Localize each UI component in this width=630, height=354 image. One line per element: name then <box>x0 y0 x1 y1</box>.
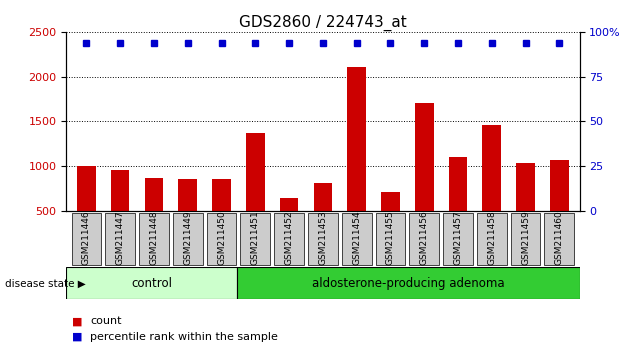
Text: GSM211447: GSM211447 <box>116 211 125 265</box>
Bar <box>280 198 299 211</box>
Bar <box>145 178 163 211</box>
FancyBboxPatch shape <box>375 213 405 265</box>
FancyBboxPatch shape <box>544 213 574 265</box>
FancyBboxPatch shape <box>443 213 473 265</box>
FancyBboxPatch shape <box>72 213 101 265</box>
FancyBboxPatch shape <box>207 213 236 265</box>
Text: GSM211457: GSM211457 <box>454 210 462 265</box>
Bar <box>178 179 197 211</box>
Bar <box>381 192 399 211</box>
Text: GSM211456: GSM211456 <box>420 210 428 265</box>
FancyBboxPatch shape <box>238 267 580 299</box>
Bar <box>483 125 501 211</box>
FancyBboxPatch shape <box>66 267 238 299</box>
Text: GSM211455: GSM211455 <box>386 210 395 265</box>
Bar <box>449 157 467 211</box>
Text: GSM211452: GSM211452 <box>285 211 294 265</box>
FancyBboxPatch shape <box>342 213 372 265</box>
Text: GSM211450: GSM211450 <box>217 210 226 265</box>
Text: GSM211460: GSM211460 <box>555 210 564 265</box>
Bar <box>314 183 332 211</box>
FancyBboxPatch shape <box>274 213 304 265</box>
FancyBboxPatch shape <box>241 213 270 265</box>
FancyBboxPatch shape <box>105 213 135 265</box>
FancyBboxPatch shape <box>308 213 338 265</box>
Text: GSM211448: GSM211448 <box>149 211 159 265</box>
Text: aldosterone-producing adenoma: aldosterone-producing adenoma <box>312 277 505 290</box>
Text: GSM211453: GSM211453 <box>318 210 328 265</box>
Text: disease state ▶: disease state ▶ <box>5 279 86 289</box>
Text: GSM211449: GSM211449 <box>183 211 192 265</box>
Text: GSM211459: GSM211459 <box>521 210 530 265</box>
Bar <box>77 166 96 211</box>
FancyBboxPatch shape <box>410 213 439 265</box>
Bar <box>246 133 265 211</box>
FancyBboxPatch shape <box>477 213 507 265</box>
Text: ■: ■ <box>72 332 83 342</box>
Bar <box>550 160 569 211</box>
Bar <box>516 163 535 211</box>
Text: percentile rank within the sample: percentile rank within the sample <box>90 332 278 342</box>
Text: count: count <box>90 316 122 326</box>
Text: GSM211446: GSM211446 <box>82 211 91 265</box>
FancyBboxPatch shape <box>173 213 203 265</box>
Title: GDS2860 / 224743_at: GDS2860 / 224743_at <box>239 14 407 30</box>
Bar <box>415 103 433 211</box>
FancyBboxPatch shape <box>511 213 541 265</box>
Text: control: control <box>131 277 172 290</box>
Bar <box>111 170 130 211</box>
Text: GSM211458: GSM211458 <box>487 210 496 265</box>
Text: GSM211454: GSM211454 <box>352 211 361 265</box>
Bar <box>347 67 366 211</box>
Text: GSM211451: GSM211451 <box>251 210 260 265</box>
Bar <box>212 179 231 211</box>
Text: ■: ■ <box>72 316 83 326</box>
FancyBboxPatch shape <box>139 213 169 265</box>
